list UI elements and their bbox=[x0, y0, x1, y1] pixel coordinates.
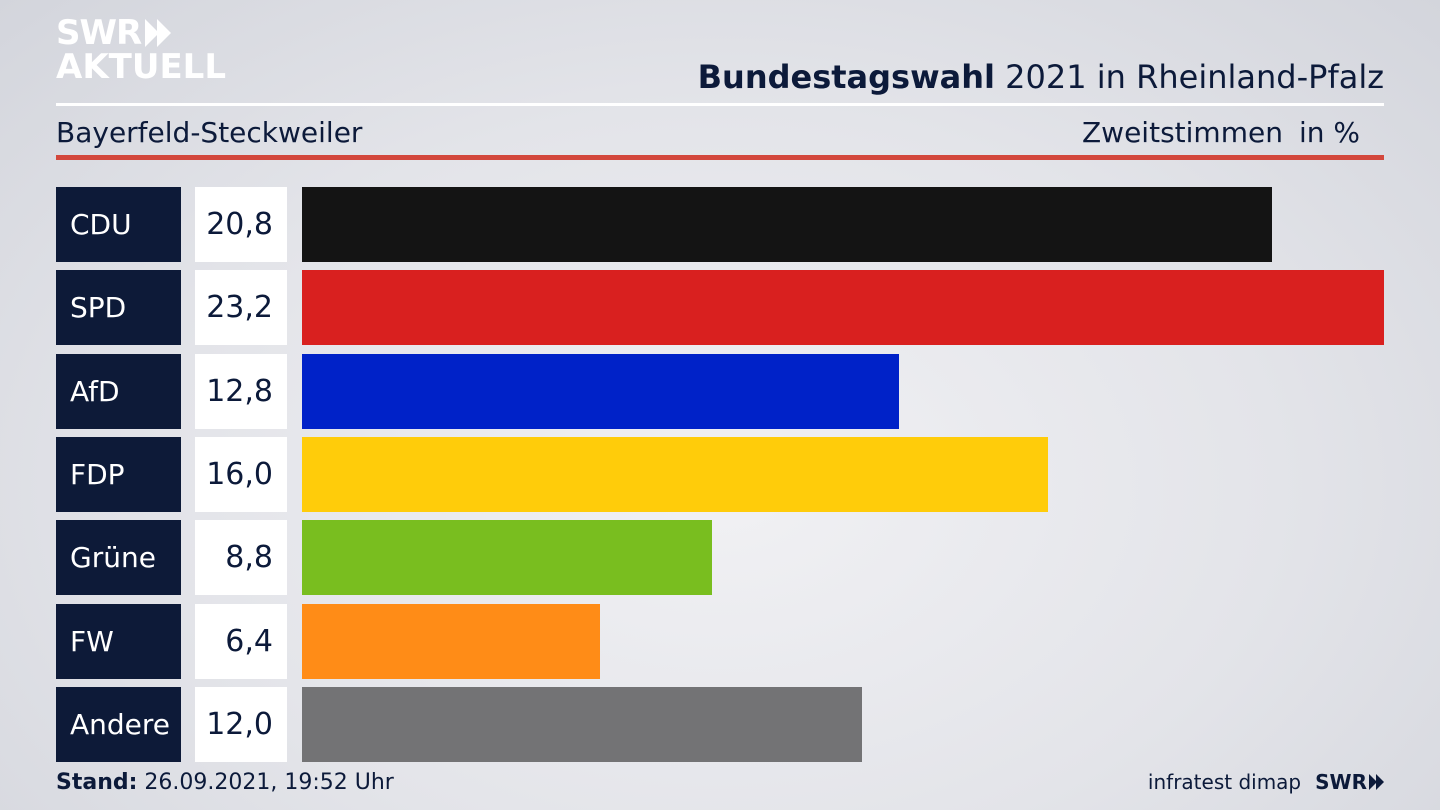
source-credit: infratest dimap SWR bbox=[1148, 770, 1384, 794]
swr-aktuell-logo: SWR AKTUELL bbox=[56, 16, 226, 84]
chevron-icon bbox=[145, 19, 160, 47]
value-label: 12,8 bbox=[195, 353, 287, 429]
party-label: CDU bbox=[56, 187, 181, 262]
party-label: SPD bbox=[56, 270, 181, 346]
timestamp-label: Stand: bbox=[56, 770, 138, 795]
party-label: FW bbox=[56, 603, 181, 679]
chevron-icon bbox=[157, 19, 172, 47]
swr-small-text: SWR bbox=[1315, 770, 1367, 794]
title-rest: 2021 in Rheinland-Pfalz bbox=[1005, 58, 1384, 96]
timestamp: Stand: 26.09.2021, 19:52 Uhr bbox=[56, 770, 394, 795]
value-label: 20,8 bbox=[195, 187, 287, 262]
value-label: 23,2 bbox=[195, 270, 287, 346]
value-label: 6,4 bbox=[195, 603, 287, 679]
logo-aktuell-text: AKTUELL bbox=[56, 47, 227, 87]
swr-small-logo: SWR bbox=[1315, 770, 1384, 794]
party-label: AfD bbox=[56, 353, 181, 429]
region-label: Bayerfeld-Steckweiler bbox=[56, 116, 363, 149]
chevron-icon bbox=[1369, 774, 1377, 790]
timestamp-value: 26.09.2021, 19:52 Uhr bbox=[144, 770, 394, 795]
bar bbox=[302, 520, 713, 596]
bar-row: FDP 16,0 bbox=[56, 436, 1384, 512]
page-title: Bundestagswahl 2021 in Rheinland-Pfalz bbox=[698, 58, 1384, 96]
measure-label: Zweitstimmen bbox=[1082, 116, 1283, 149]
bar-row: CDU 20,8 bbox=[56, 187, 1384, 262]
bar-row: FW 6,4 bbox=[56, 603, 1384, 679]
chevron-icon bbox=[1376, 774, 1384, 790]
party-label: FDP bbox=[56, 436, 181, 512]
unit-label: in % bbox=[1299, 116, 1361, 149]
party-label: Andere bbox=[56, 686, 181, 762]
accent-divider bbox=[56, 155, 1384, 160]
bar bbox=[302, 270, 1384, 346]
bar bbox=[302, 353, 899, 429]
bar-row: Grüne 8,8 bbox=[56, 520, 1384, 596]
bar bbox=[302, 187, 1273, 262]
value-label: 16,0 bbox=[195, 436, 287, 512]
value-label: 12,0 bbox=[195, 686, 287, 762]
bar-row: Andere 12,0 bbox=[56, 686, 1384, 762]
bar bbox=[302, 436, 1049, 512]
source-label: infratest dimap bbox=[1147, 770, 1302, 794]
bar bbox=[302, 603, 601, 679]
bar-row: AfD 12,8 bbox=[56, 353, 1384, 429]
party-label: Grüne bbox=[56, 520, 181, 596]
header-divider bbox=[56, 103, 1384, 106]
bar-row: SPD 23,2 bbox=[56, 270, 1384, 346]
bar bbox=[302, 686, 862, 762]
title-bold: Bundestagswahl bbox=[697, 58, 995, 96]
logo-swr-text: SWR bbox=[56, 13, 142, 53]
value-label: 8,8 bbox=[195, 520, 287, 596]
